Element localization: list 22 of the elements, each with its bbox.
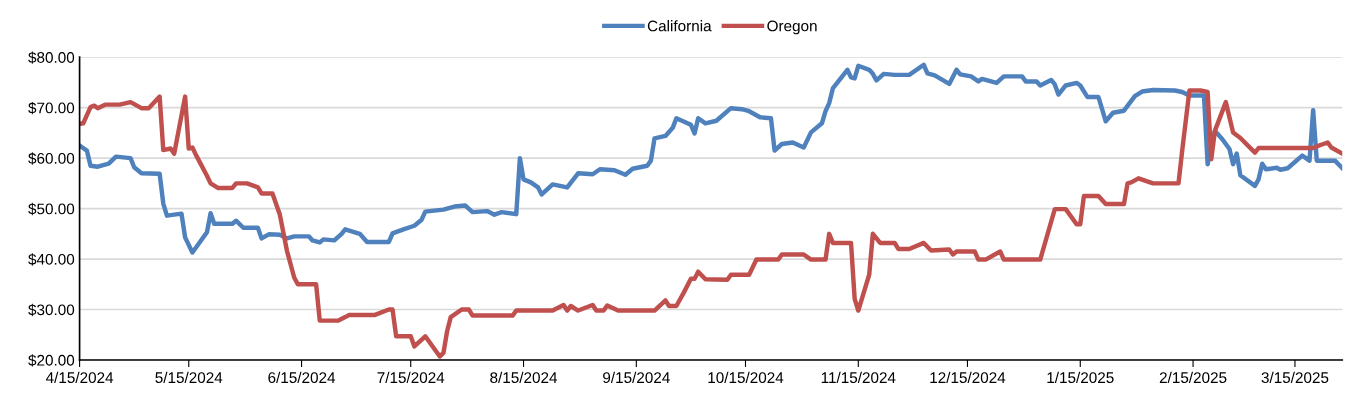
y-tick-label: $40.00 bbox=[28, 253, 75, 266]
x-tick-label: 5/15/2024 bbox=[155, 371, 223, 384]
y-tick-label: $60.00 bbox=[28, 152, 75, 165]
x-tick-label: 3/15/2025 bbox=[1261, 371, 1329, 384]
y-tick-label: $80.00 bbox=[28, 51, 75, 64]
x-tick-label: 7/15/2024 bbox=[377, 371, 445, 384]
x-tick-label: 1/15/2025 bbox=[1047, 371, 1114, 384]
x-tick-label: 2/15/2025 bbox=[1159, 371, 1227, 384]
y-tick-label: $30.00 bbox=[28, 303, 75, 317]
x-tick-label: 8/15/2024 bbox=[490, 371, 558, 384]
x-tick-label: 4/15/2024 bbox=[45, 371, 114, 384]
x-tick-label: 12/15/2024 bbox=[930, 371, 1006, 384]
legend-label: Oregon bbox=[767, 20, 817, 35]
x-tick-label: 6/15/2024 bbox=[268, 371, 336, 384]
legend-label: California bbox=[647, 20, 712, 32]
x-tick-label: 11/15/2024 bbox=[821, 371, 896, 384]
x-tick-label: 9/15/2024 bbox=[603, 371, 670, 384]
line-series bbox=[79, 62, 1343, 255]
x-tick-label: 10/15/2024 bbox=[708, 371, 784, 384]
y-tick-label: $70.00 bbox=[28, 101, 75, 115]
y-tick-label: $20.00 bbox=[28, 354, 75, 367]
y-tick-label: $50.00 bbox=[28, 202, 75, 216]
